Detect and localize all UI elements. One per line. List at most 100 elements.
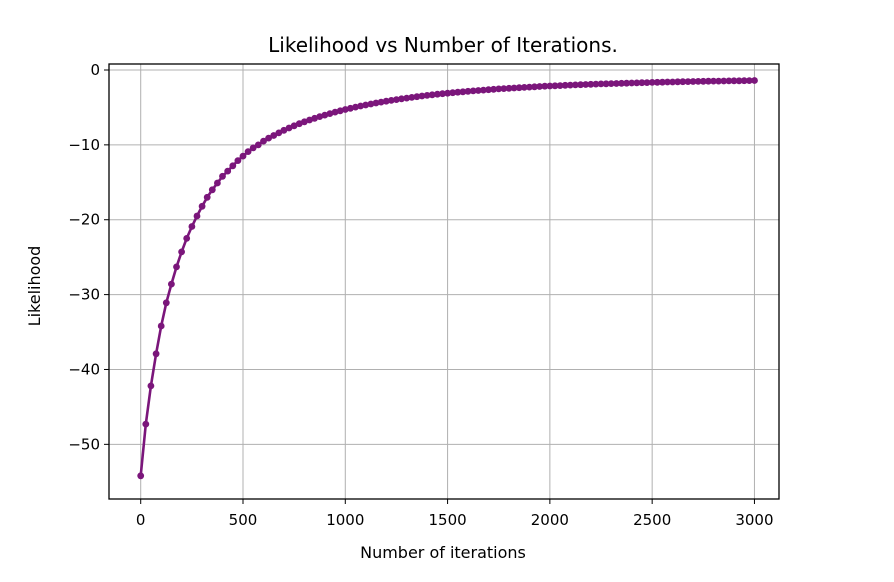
data-point [597, 80, 605, 88]
data-point [367, 100, 375, 108]
data-point [638, 79, 646, 87]
data-point [254, 141, 262, 149]
data-point [357, 102, 364, 110]
data-point [474, 87, 482, 94]
data-point [301, 118, 308, 126]
y-tick-label: 0 [90, 61, 100, 79]
y-tick-label: −50 [68, 435, 100, 453]
data-point [214, 179, 221, 187]
data-point [208, 186, 216, 194]
data-point [531, 83, 538, 91]
data-point [469, 87, 477, 95]
grid-lines [109, 64, 779, 499]
data-point [387, 97, 395, 104]
x-tick-label: 0 [136, 511, 146, 529]
x-tick-label: 2500 [633, 511, 671, 529]
data-point [699, 77, 707, 85]
data-point [316, 113, 324, 120]
data-point [623, 79, 630, 87]
data-point [393, 96, 400, 103]
data-point [551, 82, 559, 90]
data-point [341, 106, 349, 113]
data-point [413, 93, 421, 101]
data-point [434, 90, 441, 98]
data-point [219, 172, 226, 180]
data-point [331, 108, 339, 116]
data-point [239, 152, 247, 160]
data-point [270, 132, 278, 139]
data-point [454, 88, 462, 96]
data-point [618, 79, 625, 87]
data-point [592, 80, 600, 88]
data-point [295, 120, 303, 128]
data-point [674, 78, 682, 86]
data-point [152, 350, 160, 358]
data-point [659, 78, 666, 86]
x-axis-ticks: 0 500 1000 1500 2000 2500 3000 [136, 499, 774, 529]
x-axis-label: Number of iterations [360, 543, 526, 562]
data-point [408, 94, 416, 101]
data-point [715, 77, 722, 85]
data-point [352, 103, 359, 111]
data-point [229, 162, 237, 170]
data-point [526, 83, 533, 91]
data-point [311, 114, 318, 122]
y-axis-ticks: 0 −10 −20 −30 −40 −50 [68, 61, 109, 453]
data-point [577, 81, 584, 89]
data-point [546, 82, 554, 90]
data-point [735, 77, 743, 85]
plot-area-frame [108, 63, 780, 500]
data-point [643, 79, 651, 86]
data-point [751, 77, 758, 84]
data-point [679, 78, 687, 86]
x-tick-label: 3000 [735, 511, 773, 529]
data-point [648, 79, 656, 86]
data-point [653, 78, 661, 86]
data-point [321, 111, 329, 119]
data-point [265, 134, 272, 142]
data-point [607, 80, 615, 87]
data-point [362, 101, 370, 109]
data-point [188, 223, 196, 230]
data-point [720, 77, 728, 85]
data-point [290, 122, 298, 130]
data-point [347, 104, 354, 112]
x-tick-label: 1000 [326, 511, 364, 529]
data-point [694, 78, 702, 85]
data-point [168, 280, 175, 288]
data-point [745, 77, 753, 84]
data-point [147, 382, 155, 390]
data-point [495, 85, 503, 93]
y-tick-label: −40 [68, 360, 100, 378]
data-point [285, 124, 293, 132]
y-axis-label: Likelihood [25, 246, 44, 327]
data-point [193, 212, 201, 220]
y-tick-label: −30 [68, 286, 100, 304]
data-point [137, 472, 145, 480]
likelihood-series [137, 77, 758, 480]
data-point [439, 90, 446, 98]
data-point [740, 77, 748, 85]
data-point [244, 148, 252, 156]
data-point [428, 91, 436, 99]
data-point [500, 85, 508, 92]
data-point [280, 126, 288, 134]
data-point [515, 84, 523, 92]
data-point [449, 89, 457, 97]
data-point [536, 83, 543, 90]
data-point [459, 88, 467, 96]
data-point [173, 263, 180, 271]
data-point [730, 77, 738, 85]
chart-title: Likelihood vs Number of Iterations. [268, 33, 618, 57]
data-point [705, 77, 712, 85]
data-point [485, 86, 492, 94]
data-point [582, 81, 590, 88]
data-point [689, 78, 697, 85]
y-tick-label: −10 [68, 136, 100, 154]
data-point [249, 144, 257, 152]
data-point [260, 137, 267, 145]
data-point [157, 322, 165, 330]
data-point [561, 81, 569, 89]
likelihood-markers [137, 77, 758, 480]
